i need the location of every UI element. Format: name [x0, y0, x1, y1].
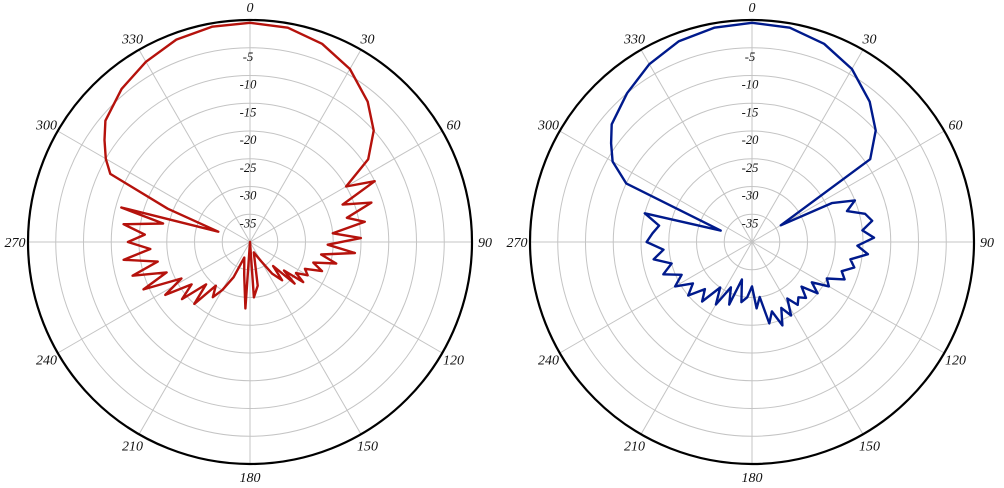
angle-tick-label: 210 — [122, 440, 143, 455]
angle-tick-label: 180 — [240, 471, 261, 486]
angle-tick-label: 300 — [35, 119, 57, 134]
radial-tick-label: -10 — [742, 78, 759, 92]
polar-plot-right: 0 30 60 90 120 150 180 210 240 270 300 330 -5 -10 -15 -… — [502, 0, 1002, 488]
grid-spoke — [751, 49, 864, 243]
angle-tick-label: 150 — [859, 440, 880, 455]
angle-tick-label: 270 — [5, 236, 26, 251]
radial-tick-label: -25 — [240, 161, 257, 175]
radial-tick-label: -20 — [742, 133, 759, 147]
outer-ring — [26, 18, 474, 466]
radial-tick-label: -20 — [240, 133, 257, 147]
angle-tick-label: 120 — [945, 354, 966, 369]
grid-spoke — [138, 49, 251, 243]
angle-tick-label: 180 — [742, 471, 763, 486]
angle-tick-label: 240 — [36, 354, 57, 369]
grid-spoke — [249, 241, 362, 435]
radial-tick-label: -5 — [745, 50, 755, 64]
outer-ring — [528, 18, 976, 466]
radial-tick-label: -5 — [243, 50, 253, 64]
polar-chart-left: 0 30 60 90 120 150 180 210 240 270 300 330 -5 -10 -15 -… — [5, 1, 493, 486]
grid-spoke — [640, 241, 753, 435]
grid-spoke — [559, 241, 753, 354]
grid-spoke — [751, 241, 945, 354]
angle-tick-label: 330 — [623, 32, 645, 47]
radial-tick-label: -10 — [240, 78, 257, 92]
grid-spoke — [57, 130, 251, 243]
grid-spoke — [249, 241, 443, 354]
angle-tick-label: 30 — [862, 32, 877, 47]
grid-spoke — [57, 241, 251, 354]
radial-tick-label: -30 — [742, 189, 759, 203]
radial-tick-label: -15 — [240, 105, 257, 119]
radial-tick-label: -25 — [742, 161, 759, 175]
pattern-trace-left — [103, 21, 376, 310]
angle-tick-label: 90 — [478, 236, 492, 251]
angle-tick-label: 30 — [360, 32, 375, 47]
radial-tick-label: -30 — [240, 189, 257, 203]
angle-tick-label: 150 — [357, 440, 378, 455]
angle-tick-label: 210 — [624, 440, 645, 455]
angle-tick-label: 90 — [980, 236, 994, 251]
angle-tick-label: 60 — [949, 119, 963, 134]
grid-spoke — [559, 130, 753, 243]
angle-tick-label: 240 — [538, 354, 559, 369]
angle-tick-label: 0 — [749, 1, 756, 16]
grid-spoke — [249, 49, 362, 243]
angle-tick-label: 0 — [247, 1, 254, 16]
angle-tick-label: 330 — [121, 32, 143, 47]
angle-tick-label: 300 — [537, 119, 559, 134]
grid-spoke — [751, 241, 864, 435]
polar-plot-left: 0 30 60 90 120 150 180 210 240 270 300 330 -5 -10 -15 -… — [0, 0, 500, 488]
polar-chart-right: 0 30 60 90 120 150 180 210 240 270 300 330 -5 -10 -15 -… — [507, 1, 995, 486]
angle-tick-label: 270 — [507, 236, 528, 251]
grid-spoke — [640, 49, 753, 243]
pattern-trace-right — [609, 21, 877, 327]
angle-tick-label: 120 — [443, 354, 464, 369]
radial-tick-label: -35 — [742, 216, 759, 230]
radial-tick-label: -15 — [742, 105, 759, 119]
radial-tick-label: -35 — [240, 216, 257, 230]
grid-spoke — [138, 241, 251, 435]
angle-tick-label: 60 — [447, 119, 461, 134]
